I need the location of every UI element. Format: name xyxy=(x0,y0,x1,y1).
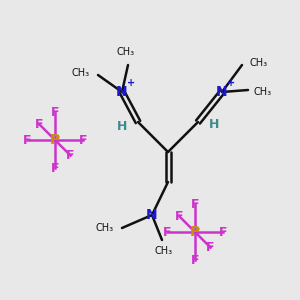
Text: P: P xyxy=(190,225,200,239)
Text: +: + xyxy=(227,78,235,88)
Text: F: F xyxy=(35,118,44,131)
Text: H: H xyxy=(209,118,219,130)
Text: F: F xyxy=(51,161,59,175)
Text: F: F xyxy=(206,241,215,254)
Text: F: F xyxy=(51,106,59,118)
Text: N: N xyxy=(216,85,228,99)
Text: CH₃: CH₃ xyxy=(72,68,90,78)
Text: CH₃: CH₃ xyxy=(96,223,114,233)
Text: CH₃: CH₃ xyxy=(155,246,173,256)
Text: F: F xyxy=(191,197,199,211)
Text: F: F xyxy=(191,254,199,266)
Text: N: N xyxy=(146,208,158,222)
Text: +: + xyxy=(127,78,135,88)
Text: F: F xyxy=(163,226,171,238)
Text: F: F xyxy=(66,149,75,162)
Text: F: F xyxy=(79,134,87,146)
Text: F: F xyxy=(175,210,184,223)
Text: CH₃: CH₃ xyxy=(117,47,135,57)
Text: F: F xyxy=(219,226,227,238)
Text: CH₃: CH₃ xyxy=(250,58,268,68)
Text: N: N xyxy=(116,85,128,99)
Text: H: H xyxy=(117,119,127,133)
Text: F: F xyxy=(23,134,31,146)
Text: P: P xyxy=(50,133,60,147)
Text: CH₃: CH₃ xyxy=(254,87,272,97)
